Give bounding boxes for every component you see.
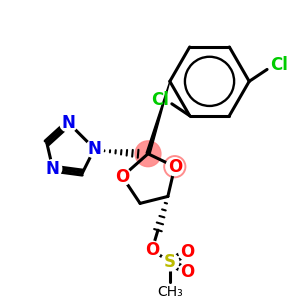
Circle shape — [166, 158, 184, 176]
Text: N: N — [88, 140, 101, 158]
Text: O: O — [181, 263, 195, 281]
Text: N: N — [46, 160, 60, 178]
Polygon shape — [146, 81, 170, 154]
Text: N: N — [62, 114, 76, 132]
Text: Cl: Cl — [270, 56, 288, 74]
Circle shape — [161, 253, 179, 271]
Circle shape — [179, 243, 196, 261]
Text: O: O — [115, 168, 129, 186]
Text: Cl: Cl — [151, 91, 169, 109]
Circle shape — [164, 156, 186, 178]
Text: O: O — [181, 243, 195, 261]
Circle shape — [143, 241, 161, 259]
Circle shape — [135, 141, 161, 167]
Circle shape — [60, 114, 78, 132]
Circle shape — [113, 168, 131, 185]
Circle shape — [179, 263, 196, 281]
Text: S: S — [164, 253, 176, 271]
Circle shape — [85, 140, 103, 158]
Text: CH₃: CH₃ — [157, 285, 183, 299]
Text: O: O — [145, 241, 159, 259]
Circle shape — [44, 160, 62, 178]
Text: O: O — [168, 158, 182, 176]
